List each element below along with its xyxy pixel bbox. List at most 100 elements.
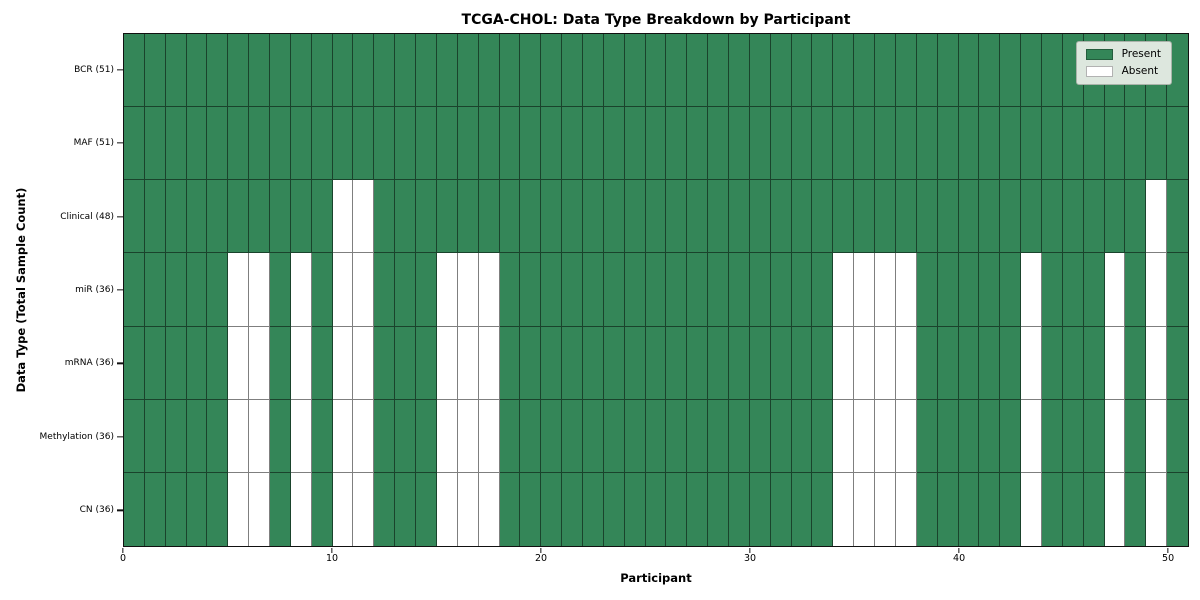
heatmap-cell — [562, 253, 583, 327]
heatmap-cell — [457, 472, 479, 546]
heatmap-cell — [1041, 399, 1063, 473]
heatmap-cell — [749, 399, 771, 473]
heatmap-cell — [332, 107, 354, 181]
heatmap-cell — [395, 399, 417, 473]
heatmap-cell — [937, 107, 959, 181]
heatmap-cell — [729, 107, 750, 181]
heatmap-cell — [1083, 253, 1105, 327]
heatmap-cell — [937, 472, 959, 546]
heatmap-cell — [478, 34, 500, 108]
heatmap-cell — [666, 107, 688, 181]
heatmap-cell — [499, 34, 521, 108]
heatmap-cell — [582, 180, 604, 254]
heatmap-cell — [228, 180, 250, 254]
heatmap-cell — [541, 472, 563, 546]
heatmap-cell — [875, 107, 896, 181]
heatmap-cell — [749, 180, 771, 254]
heatmap-cell — [1041, 326, 1063, 400]
heatmap-cell — [436, 472, 458, 546]
heatmap-cell — [770, 34, 792, 108]
heatmap-cell — [791, 34, 813, 108]
heatmap-cell — [1041, 253, 1063, 327]
legend-item-present: Present — [1085, 49, 1161, 60]
heatmap-cell — [833, 253, 855, 327]
heatmap-cell — [520, 180, 542, 254]
heatmap-cell — [854, 107, 876, 181]
heatmap-cell — [499, 180, 521, 254]
heatmap-cell — [186, 399, 208, 473]
heatmap-cell — [812, 253, 834, 327]
heatmap-cell — [624, 107, 646, 181]
heatmap-cell — [854, 253, 876, 327]
heatmap-cell — [1125, 399, 1147, 473]
y-tick-label: BCR (51) — [74, 64, 114, 75]
y-tick-label: miR (36) — [75, 285, 114, 295]
heatmap-cell — [395, 326, 417, 400]
heatmap-cell — [144, 326, 166, 400]
heatmap-cell — [186, 253, 208, 327]
heatmap-cell — [687, 326, 709, 400]
heatmap-cell — [416, 399, 437, 473]
heatmap-cell — [249, 326, 271, 400]
x-tick-label: 30 — [744, 553, 757, 564]
heatmap-cell — [353, 34, 375, 108]
heatmap-cell — [457, 399, 479, 473]
present-swatch-icon — [1085, 49, 1113, 60]
heatmap-cell — [144, 180, 166, 254]
heatmap-cell — [708, 107, 730, 181]
heatmap-cell — [729, 326, 750, 400]
heatmap-cell — [979, 180, 1001, 254]
heatmap-cell — [270, 326, 291, 400]
heatmap-cell — [520, 399, 542, 473]
heatmap-cell — [582, 399, 604, 473]
heatmap-cell — [958, 399, 980, 473]
heatmap-cell — [687, 253, 709, 327]
heatmap-cell — [854, 180, 876, 254]
heatmap-cell — [124, 253, 145, 327]
heatmap-cell — [833, 472, 855, 546]
x-tick-label: 0 — [119, 553, 127, 564]
heatmap-cell — [854, 326, 876, 400]
heatmap-cell — [875, 34, 896, 108]
heatmap-cell — [958, 472, 980, 546]
heatmap-cell — [499, 399, 521, 473]
heatmap-cell — [791, 253, 813, 327]
heatmap-cell — [708, 399, 730, 473]
heatmap-cell — [582, 34, 604, 108]
heatmap-cell — [228, 326, 250, 400]
heatmap-cell — [520, 472, 542, 546]
x-tick-mark — [749, 548, 751, 553]
heatmap-cell — [290, 399, 312, 473]
heatmap-grid — [124, 34, 1188, 546]
heatmap-cell — [1167, 107, 1188, 181]
heatmap-cell — [729, 180, 750, 254]
heatmap-cell — [478, 472, 500, 546]
heatmap-cell — [854, 399, 876, 473]
heatmap-cell — [290, 326, 312, 400]
heatmap-cell — [666, 326, 688, 400]
heatmap-cell — [1167, 472, 1188, 546]
heatmap-cell — [833, 34, 855, 108]
heatmap-cell — [582, 253, 604, 327]
heatmap-cell — [124, 399, 145, 473]
legend-absent-label: Absent — [1121, 65, 1159, 78]
heatmap-cell — [979, 253, 1001, 327]
heatmap-cell — [875, 326, 896, 400]
heatmap-cell — [687, 34, 709, 108]
y-axis-label: Data Type (Total Sample Count) — [14, 187, 28, 393]
heatmap-cell — [603, 180, 625, 254]
heatmap-cell — [645, 253, 667, 327]
heatmap-cell — [353, 180, 375, 254]
heatmap-cell — [541, 253, 563, 327]
heatmap-cell — [979, 399, 1001, 473]
heatmap-cell — [1062, 326, 1084, 400]
heatmap-cell — [416, 326, 437, 400]
heatmap-cell — [582, 107, 604, 181]
heatmap-cell — [958, 180, 980, 254]
heatmap-cell — [708, 180, 730, 254]
heatmap-cell — [270, 472, 291, 546]
heatmap-cell — [457, 253, 479, 327]
heatmap-cell — [562, 472, 583, 546]
heatmap-cell — [374, 107, 396, 181]
plot-area: Present Absent — [123, 33, 1189, 547]
